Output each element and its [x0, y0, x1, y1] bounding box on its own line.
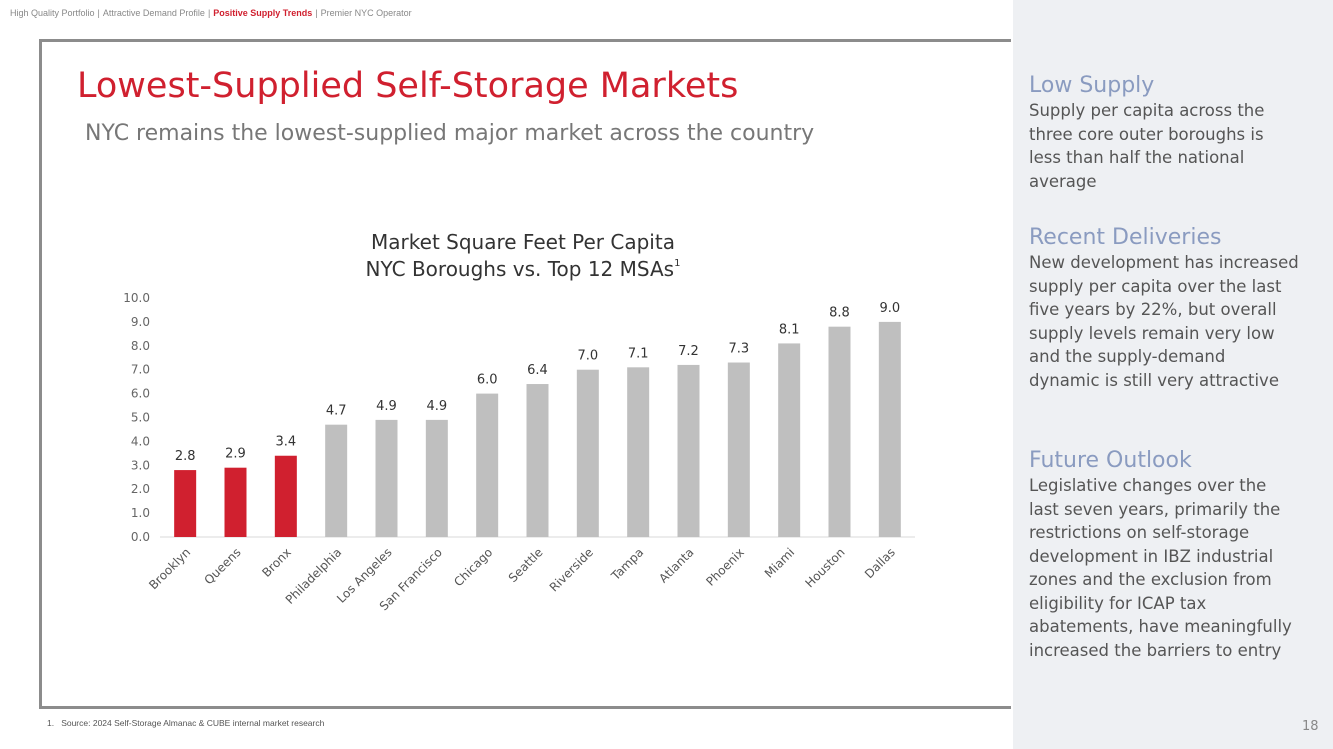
bar: [325, 424, 348, 537]
bar: [476, 393, 499, 537]
section-body: Legislative changes over the last seven …: [1029, 476, 1292, 660]
section: Low Supply Supply per capita across the …: [1029, 73, 1299, 193]
x-tick-label: Tampa: [608, 545, 646, 583]
x-tick-label: Riverside: [547, 545, 596, 594]
section: Future Outlook Legislative changes over …: [1029, 448, 1299, 662]
x-tick-label: Phoenix: [703, 545, 747, 589]
value-label: 7.3: [728, 342, 749, 357]
chart-subtitle-text: NYC Boroughs vs. Top 12 MSAs: [366, 257, 675, 281]
chart: Market Square Feet Per Capita NYC Borough…: [123, 230, 915, 613]
bar: [677, 364, 700, 537]
value-label: 4.9: [426, 399, 447, 414]
value-label: 3.4: [275, 435, 296, 450]
value-label: 8.1: [779, 322, 800, 337]
x-tick-label: Atlanta: [656, 545, 696, 585]
y-tick-label: 5.0: [131, 411, 150, 425]
value-label: 7.0: [577, 349, 598, 364]
value-label: 9.0: [879, 301, 900, 316]
footnote-number: 1.: [47, 718, 55, 728]
breadcrumb: Attractive Demand Profile: [102, 8, 205, 18]
breadcrumbs: High Quality Portfolio | Attractive Demand…: [10, 8, 412, 18]
section-body: Supply per capita across the three core …: [1029, 101, 1265, 191]
section-heading: Recent Deliveries: [1029, 225, 1222, 250]
value-label: 4.9: [376, 399, 397, 414]
y-tick-label: 0.0: [131, 530, 150, 544]
slide-title: Lowest-Supplied Self-Storage Markets: [77, 66, 739, 106]
breadcrumb: Premier NYC Operator: [320, 8, 412, 18]
separator: |: [97, 8, 100, 18]
bar: [576, 369, 599, 537]
footnote: 1. Source: 2024 Self-Storage Almanac & C…: [47, 718, 324, 728]
y-tick-label: 1.0: [131, 506, 150, 520]
bar: [627, 367, 650, 537]
value-label: 6.0: [477, 373, 498, 388]
bar: [425, 419, 448, 537]
bar: [375, 419, 398, 537]
y-tick-label: 10.0: [123, 291, 150, 305]
y-tick-label: 8.0: [131, 339, 150, 353]
content-frame: [39, 39, 1011, 709]
x-tick-label: Seattle: [506, 545, 546, 585]
y-tick-label: 3.0: [131, 458, 150, 472]
slide-subtitle: NYC remains the lowest-supplied major ma…: [85, 121, 815, 146]
value-label: 7.2: [678, 344, 699, 359]
y-tick-label: 7.0: [131, 363, 150, 377]
y-tick-label: 6.0: [131, 387, 150, 401]
bar: [526, 384, 549, 537]
breadcrumb: High Quality Portfolio: [10, 8, 95, 18]
section-body: New development has increased supply per…: [1029, 253, 1299, 390]
value-label: 2.9: [225, 447, 246, 462]
bar: [778, 343, 801, 537]
x-tick-label: Brooklyn: [146, 545, 193, 592]
value-label: 8.8: [829, 306, 850, 321]
section-heading: Future Outlook: [1029, 448, 1192, 473]
x-tick-label: Dallas: [862, 545, 898, 581]
bar: [174, 470, 197, 537]
value-label: 7.1: [628, 346, 649, 361]
separator: |: [315, 8, 318, 18]
bar: [878, 321, 901, 537]
x-tick-label: Bronx: [259, 545, 294, 580]
bar: [828, 326, 851, 537]
x-tick-label: Queens: [201, 545, 243, 587]
y-tick-label: 2.0: [131, 482, 150, 496]
chart-subtitle: NYC Boroughs vs. Top 12 MSAs1: [366, 257, 681, 281]
section: Recent Deliveries New development has in…: [1029, 225, 1299, 392]
y-tick-label: 4.0: [131, 434, 150, 448]
page-number: 18: [1302, 719, 1319, 734]
breadcrumb: Positive Supply Trends: [213, 8, 313, 18]
value-label: 4.7: [326, 404, 347, 419]
footnote-text: Source: 2024 Self-Storage Almanac & CUBE…: [61, 718, 325, 728]
footnote-marker: 1: [674, 258, 680, 269]
chart-title: Market Square Feet Per Capita: [371, 230, 675, 254]
section-heading: Low Supply: [1029, 73, 1155, 98]
separator: |: [207, 8, 211, 18]
y-tick-label: 9.0: [131, 315, 150, 329]
value-label: 6.4: [527, 363, 548, 378]
value-label: 2.8: [175, 449, 196, 464]
bar: [727, 362, 750, 537]
bar: [274, 455, 297, 537]
x-tick-label: Houston: [802, 545, 847, 590]
x-tick-label: Chicago: [451, 545, 495, 589]
bar: [224, 467, 247, 537]
x-tick-label: Miami: [762, 545, 797, 580]
sidebar: Low Supply Supply per capita across the …: [1013, 0, 1333, 749]
